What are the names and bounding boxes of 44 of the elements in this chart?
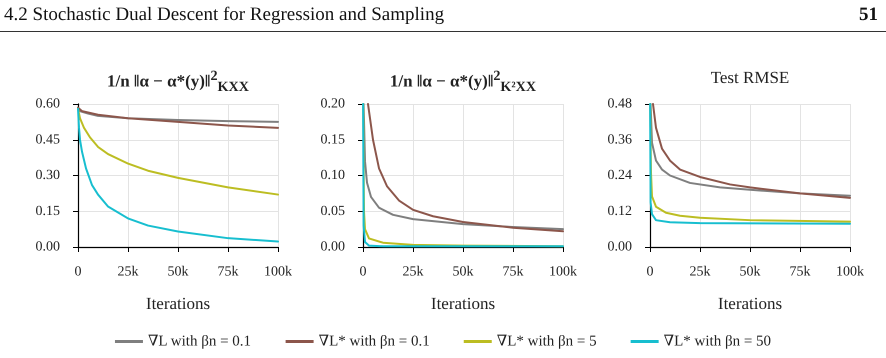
x-tick-label: 75k (790, 264, 810, 280)
x-tick-label: 50k (168, 264, 188, 280)
y-tick-label: 0.00 (608, 240, 632, 254)
y-tick-label: 0.00 (36, 240, 60, 254)
x-tick-label: 100k (549, 264, 577, 280)
x-tick-label: 50k (740, 264, 760, 280)
y-tick-label: 0.30 (36, 168, 60, 183)
x-tick-label: 0 (360, 264, 366, 280)
x-tick-label: 25k (690, 264, 710, 280)
y-tick-label: 0.48 (608, 96, 632, 112)
x-tick-label: 0 (74, 264, 82, 280)
y-tick-label: 0.05 (320, 204, 345, 219)
legend-label: ∇L* with βn = 0.1 (318, 334, 430, 350)
x-tick-label: 0 (646, 264, 654, 280)
legend-label: ∇L* with βn = 50 (664, 334, 772, 350)
y-tick-label: 0.12 (608, 204, 632, 219)
y-tick-label: 0.24 (608, 168, 632, 183)
x-tick-label: 100k (836, 264, 864, 280)
text: 4.2 Stochastic Dual Descent for Regression and Sampling (4, 4, 444, 26)
x-axis-title: Iterations (718, 294, 782, 313)
legend-label: ∇L* with βn = 5 (496, 334, 597, 350)
x-axis-title: Iterations (430, 294, 496, 313)
y-tick-label: 0.20 (320, 96, 345, 112)
y-tick-label: 0.15 (36, 204, 60, 219)
line-series (77, 108, 279, 243)
x-tick-label: 25k (118, 264, 138, 280)
x-tick-label: 75k (502, 264, 524, 280)
y-tick-label: 0.60 (36, 96, 60, 112)
legend-label: ∇L with βn = 0.1 (148, 334, 252, 350)
y-tick-label: 0.10 (320, 168, 345, 183)
y-tick-label: 0.36 (608, 132, 632, 148)
y-tick-label: 0.15 (320, 132, 345, 148)
chart-title: Test RMSE (710, 68, 790, 88)
x-tick-label: 100k (264, 264, 292, 280)
x-axis-title: Iterations (146, 294, 210, 313)
line-series (77, 108, 279, 196)
line-series (77, 106, 279, 129)
y-tick-label: 0.45 (36, 132, 60, 148)
x-tick-label: 50k (452, 264, 474, 280)
text: 51 (859, 4, 878, 26)
y-tick-label: 0.00 (320, 240, 345, 254)
x-tick-label: 75k (218, 264, 238, 280)
line-series (77, 108, 279, 123)
x-tick-label: 25k (402, 264, 424, 280)
